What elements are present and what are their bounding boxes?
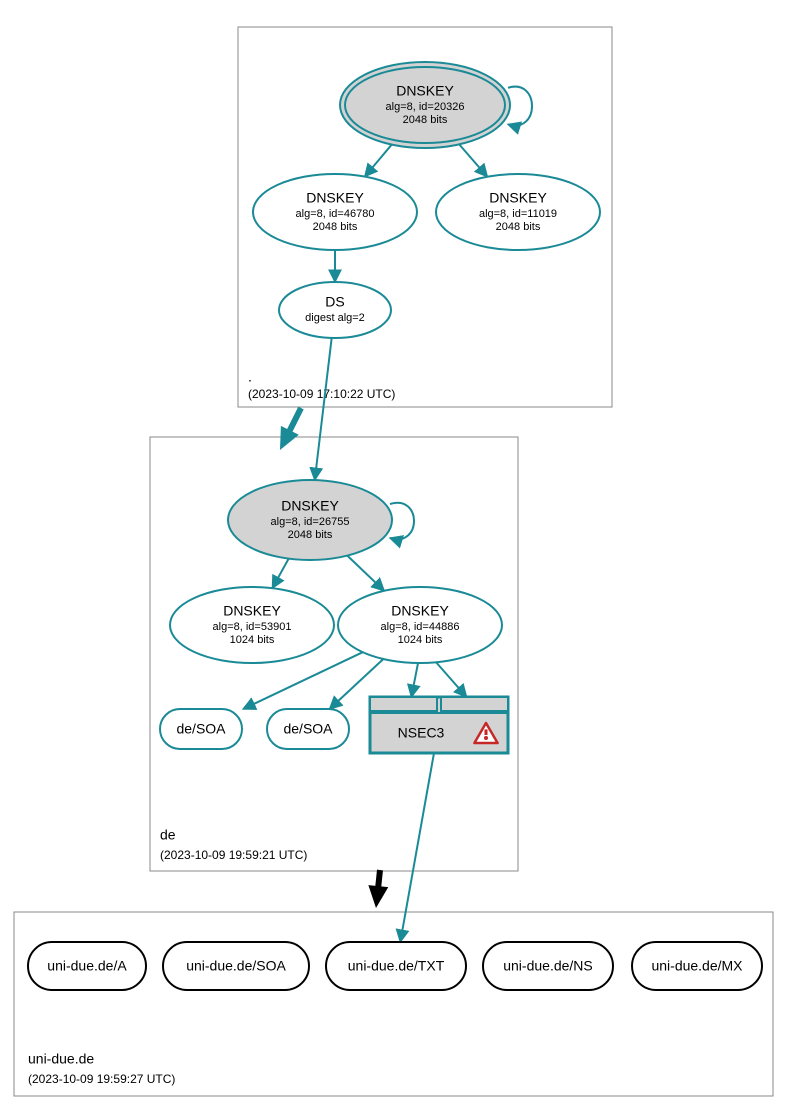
edge [400,753,434,942]
svg-text:uni-due.de/MX: uni-due.de/MX [651,958,743,974]
svg-text:DNSKEY: DNSKEY [396,83,454,99]
svg-text:1024 bits: 1024 bits [398,634,443,646]
svg-text:(2023-10-09 19:59:27 UTC): (2023-10-09 19:59:27 UTC) [28,1072,175,1086]
edge [365,145,392,177]
svg-text:(2023-10-09 17:10:22 UTC): (2023-10-09 17:10:22 UTC) [248,387,395,401]
node-de_soa2: de/SOA [267,709,349,749]
node-de_ksk: DNSKEY alg=8, id=267552048 bits [228,480,392,560]
svg-text:alg=8, id=26755: alg=8, id=26755 [271,516,350,528]
node-root_ds: DS digest alg=2 [279,282,391,338]
node-root_ksk: DNSKEY alg=8, id=203262048 bits [340,62,510,148]
svg-text:alg=8, id=53901: alg=8, id=53901 [213,621,292,633]
node-root_zsk2: DNSKEY alg=8, id=110192048 bits [436,174,600,250]
dnssec-diagram: . (2023-10-09 17:10:22 UTC) de (2023-10-09 … [0,0,787,1117]
svg-text:uni-due.de/A: uni-due.de/A [47,958,127,974]
svg-text:de: de [160,827,176,843]
svg-text:de/SOA: de/SOA [176,721,226,737]
svg-text:DS: DS [325,294,344,310]
svg-text:uni-due.de/TXT: uni-due.de/TXT [348,958,445,974]
edge [272,559,288,589]
svg-text:alg=8, id=46780: alg=8, id=46780 [296,208,375,220]
node-de_zsk1: DNSKEY alg=8, id=539011024 bits [170,587,334,663]
svg-text:.: . [248,369,252,385]
node-u_soa: uni-due.de/SOA [163,942,309,990]
svg-text:2048 bits: 2048 bits [313,221,358,233]
node-u_txt: uni-due.de/TXT [326,942,466,990]
svg-text:DNSKEY: DNSKEY [489,190,547,206]
svg-text:2048 bits: 2048 bits [403,114,448,126]
edge [315,338,332,480]
svg-text:uni-due.de: uni-due.de [28,1051,94,1067]
svg-text:DNSKEY: DNSKEY [223,603,281,619]
svg-text:2048 bits: 2048 bits [288,529,333,541]
svg-text:DNSKEY: DNSKEY [306,190,364,206]
edge [459,144,487,176]
svg-text:de/SOA: de/SOA [283,721,333,737]
svg-text:NSEC3: NSEC3 [398,725,445,741]
svg-text:DNSKEY: DNSKEY [391,603,449,619]
edge [436,662,467,697]
svg-text:1024 bits: 1024 bits [230,634,275,646]
thick-edge [280,408,301,450]
svg-text:2048 bits: 2048 bits [496,221,541,233]
svg-text:alg=8, id=11019: alg=8, id=11019 [479,208,557,220]
svg-text:(2023-10-09 19:59:21 UTC): (2023-10-09 19:59:21 UTC) [160,848,307,862]
svg-text:alg=8, id=44886: alg=8, id=44886 [381,621,460,633]
node-u_ns: uni-due.de/NS [483,942,613,990]
svg-text:alg=8, id=20326: alg=8, id=20326 [386,101,465,113]
svg-text:DNSKEY: DNSKEY [281,498,339,514]
node-de_zsk2: DNSKEY alg=8, id=448861024 bits [338,587,502,663]
thick-edge [368,870,388,908]
edge [411,663,418,697]
svg-text:digest alg=2: digest alg=2 [305,312,365,324]
node-u_mx: uni-due.de/MX [632,942,762,990]
svg-text:uni-due.de/NS: uni-due.de/NS [503,958,593,974]
node-root_zsk1: DNSKEY alg=8, id=467802048 bits [253,174,417,250]
svg-text:uni-due.de/SOA: uni-due.de/SOA [186,958,286,974]
node-de_nsec3: NSEC3 [370,697,508,753]
zone-unidue: uni-due.de (2023-10-09 19:59:27 UTC) [14,912,773,1096]
node-de_soa1: de/SOA [160,709,242,749]
edge [347,556,384,591]
node-u_a: uni-due.de/A [28,942,146,990]
